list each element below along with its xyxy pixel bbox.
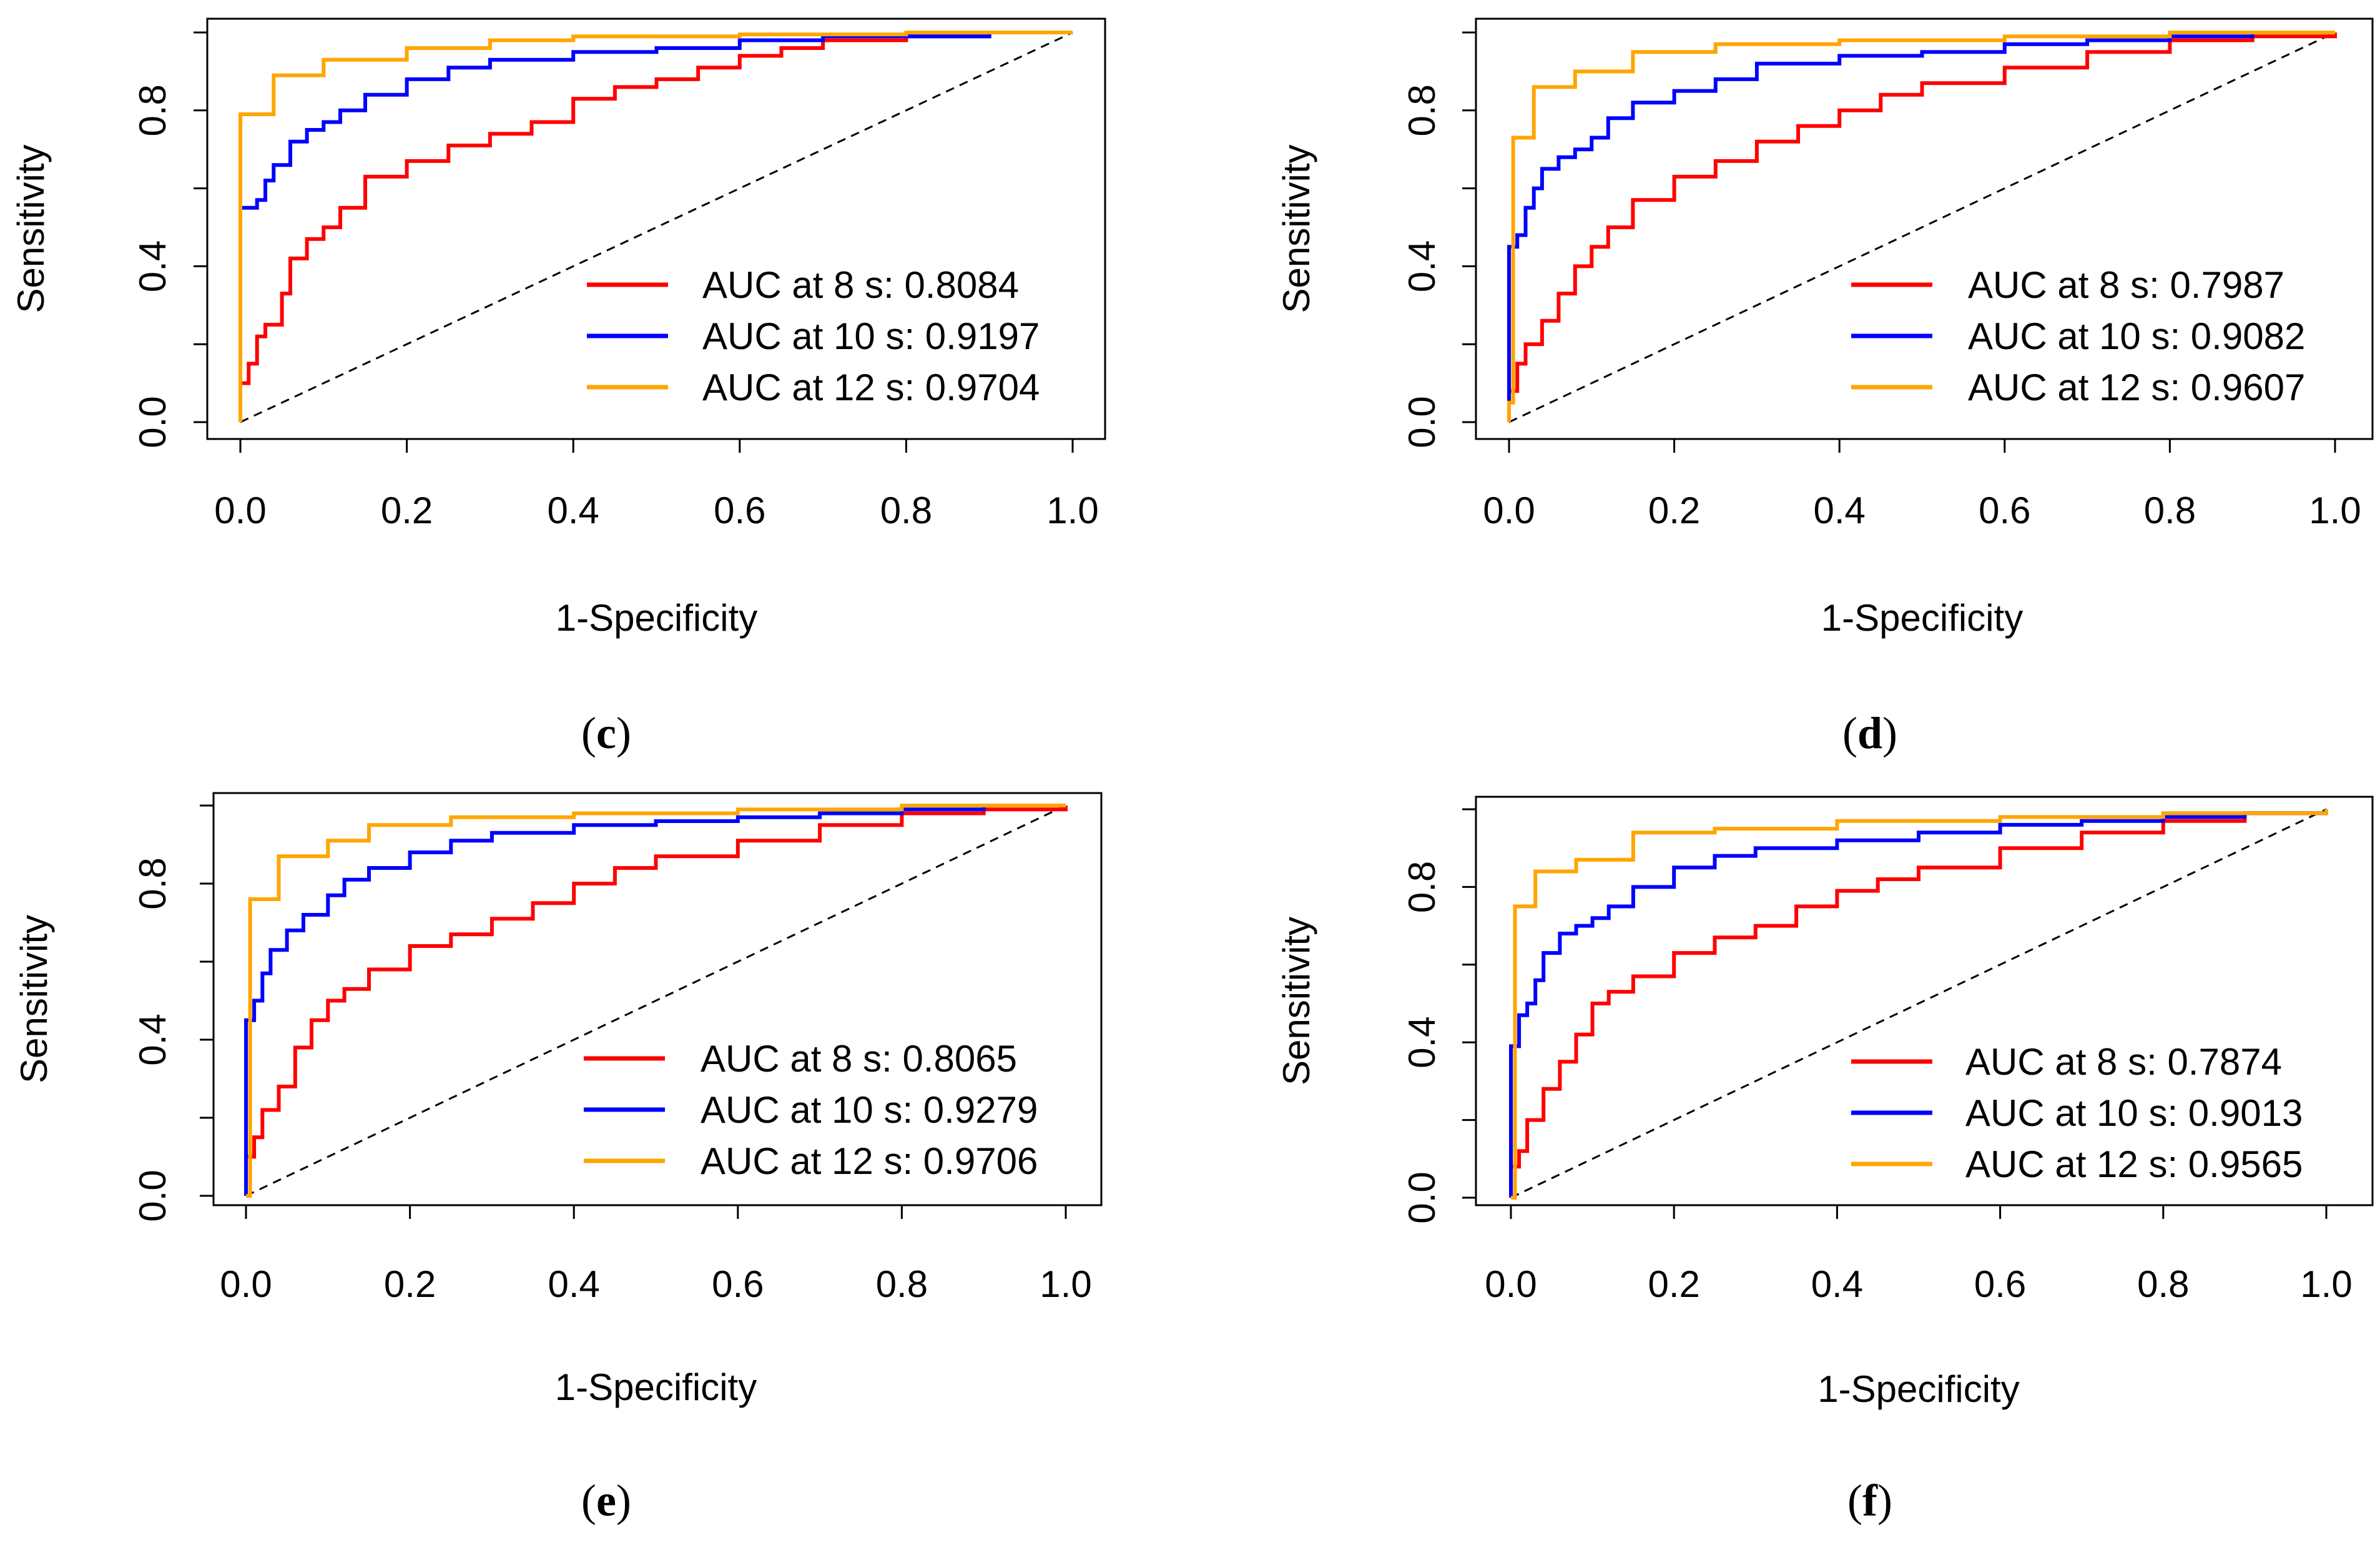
roc-curve-auc-at-10-s [1507,31,2335,422]
x-tick-label: 0.6 [1979,490,2030,531]
x-tick-label: 0.2 [384,1263,436,1305]
x-tick-label: 0.4 [1811,1263,1863,1305]
legend-label: AUC at 12 s: 0.9565 [1965,1143,2303,1185]
x-tick-label: 0.4 [1813,490,1865,531]
panels: 0.0 0.2 0.4 0.6 0.8 1.0 0.0 0.4 0.8 1-Specificity… [10,17,2374,1410]
y-tick-label: 0.4 [132,1013,174,1065]
legend-label: AUC at 12 s: 0.9706 [701,1140,1038,1182]
x-tick-label: 0.0 [220,1263,272,1305]
y-axis-title: Sensitivity [1276,144,1317,313]
y-tick-label: 0.0 [132,1170,174,1221]
x-tick-label: 0.6 [714,490,765,531]
chance-diagonal [245,804,1066,1197]
x-tick-label: 0.2 [1648,490,1700,531]
x-axis-title: 1-Specificity [1821,597,2023,639]
y-tick-label: 0.4 [1401,240,1443,292]
panel-letter-e: e [596,1476,616,1526]
x-tick-label: 0.8 [2137,1263,2189,1305]
x-tick-label: 1.0 [2309,490,2361,531]
legend-label: AUC at 8 s: 0.7874 [1965,1041,2282,1083]
x-axis-title: 1-Specificity [1817,1368,2019,1410]
x-tick-label: 0.0 [1485,1263,1537,1305]
legend-label: AUC at 10 s: 0.9279 [701,1089,1038,1131]
legend-label: AUC at 8 s: 0.7987 [1968,264,2284,306]
legend-label: AUC at 12 s: 0.9704 [702,367,1040,408]
x-tick-label: 1.0 [1040,1263,1091,1305]
y-tick-label: 0.0 [1401,396,1443,448]
roc-curve-auc-at-10-s [1509,809,2328,1198]
y-axis-title: Sensitivity [10,144,52,313]
chance-diagonal [240,31,1073,423]
roc-curve-auc-at-12-s [246,804,1066,1198]
x-tick-label: 0.8 [880,490,932,531]
roc-curve-auc-at-8-s [1509,809,2328,1198]
x-tick-label: 1.0 [2300,1263,2352,1305]
roc-curve-auc-at-12-s [1511,809,2328,1200]
roc-curve-auc-at-8-s [244,806,1068,1196]
y-tick-label: 0.0 [132,396,174,448]
x-tick-label: 0.8 [2144,490,2196,531]
x-tick-label: 1.0 [1046,490,1098,531]
plot-frame [206,17,1106,440]
roc-panel-e: 0.0 0.2 0.4 0.6 0.8 1.0 0.0 0.4 0.8 1-Specificity… [13,792,1103,1408]
x-axis-title: 1-Specificity [556,597,757,639]
roc-curve-auc-at-10-s [244,804,1066,1196]
roc-curve-auc-at-10-s [238,31,1073,422]
x-axis-title: 1-Specificity [555,1366,757,1408]
legend-label: AUC at 8 s: 0.8084 [702,264,1019,306]
legend-label: AUC at 10 s: 0.9013 [1965,1092,2303,1134]
x-tick-label: 0.2 [381,490,433,531]
y-tick-label: 0.4 [1401,1016,1443,1068]
y-tick-label: 0.8 [1401,861,1443,913]
y-tick-label: 0.0 [1401,1171,1443,1223]
roc-curve-auc-at-8-s [238,31,1073,422]
x-tick-label: 0.0 [214,490,266,531]
y-axis-title: Sensitivity [13,915,55,1083]
plot-frame [1475,796,2374,1206]
chance-diagonal [1510,808,2327,1199]
legend-label: AUC at 10 s: 0.9197 [702,315,1040,357]
x-tick-label: 0.6 [712,1263,764,1305]
x-tick-label: 0.4 [548,1263,599,1305]
y-tick-label: 0.4 [132,240,174,292]
legend-label: AUC at 8 s: 0.8065 [701,1038,1017,1080]
x-tick-label: 0.4 [547,490,599,531]
panel-letter-d: d [1857,708,1882,758]
roc-panel-f: 0.0 0.2 0.4 0.6 0.8 1.0 0.0 0.4 0.8 1-Specificity… [1276,796,2374,1410]
panel-letter-f: f [1862,1476,1878,1526]
chance-diagonal [1508,31,2336,423]
y-tick-label: 0.8 [1401,84,1443,136]
x-tick-label: 0.0 [1483,490,1535,531]
x-tick-label: 0.8 [876,1263,928,1305]
y-tick-label: 0.8 [132,857,174,909]
y-tick-label: 0.8 [132,84,174,136]
roc-curve-auc-at-12-s [238,31,1073,422]
legend-label: AUC at 12 s: 0.9607 [1968,367,2305,408]
panel-letter-c: c [596,708,616,758]
x-tick-label: 0.2 [1648,1263,1699,1305]
panel-label-d: (d) [1842,708,1897,758]
panel-label-e: (e) [581,1476,631,1526]
plot-frame [1475,17,2374,440]
panel-labels: (c) (d) (e) (f) [581,708,1897,1526]
x-tick-label: 0.6 [1974,1263,2026,1305]
panel-label-c: (c) [581,708,631,758]
y-axis-title: Sensitivity [1276,917,1317,1085]
roc-panel-d: 0.0 0.2 0.4 0.6 0.8 1.0 0.0 0.4 0.8 1-Specificity… [1276,17,2374,639]
roc-curve-auc-at-12-s [1507,31,2335,422]
roc-curve-auc-at-8-s [1507,32,2337,422]
plot-frame [212,792,1103,1206]
roc-panel-c: 0.0 0.2 0.4 0.6 0.8 1.0 0.0 0.4 0.8 1-Specificity… [10,17,1106,639]
legend-label: AUC at 10 s: 0.9082 [1968,315,2305,357]
panel-label-f: (f) [1847,1476,1892,1526]
